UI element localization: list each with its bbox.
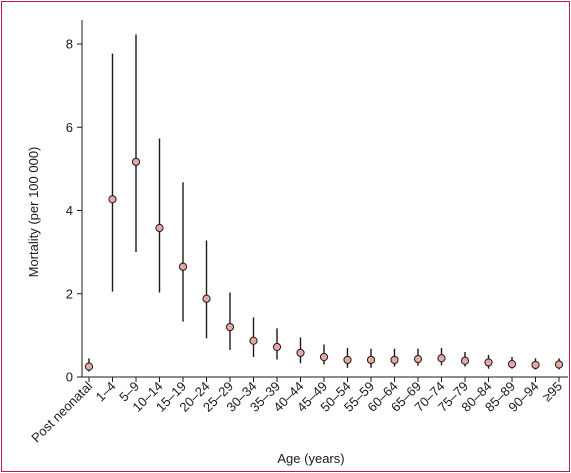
- data-point: [131, 157, 141, 166]
- data-point: [178, 262, 188, 271]
- error-bars: [88, 34, 560, 372]
- data-point: [531, 360, 540, 370]
- data-point: [366, 355, 376, 365]
- data-point: [484, 358, 493, 367]
- data-point: [296, 348, 305, 357]
- y-tick-label: 2: [66, 286, 73, 301]
- data-point: [437, 354, 446, 363]
- x-axis-ticks: Post neonatal1–45–910–1415–1920–2425–293…: [28, 377, 565, 445]
- y-axis-title: Mortality (per 100 000): [26, 147, 41, 278]
- x-tick-label: Post neonatal: [28, 378, 95, 445]
- y-axis-ticks: 0 2 4 6 8: [66, 37, 82, 385]
- data-point: [249, 336, 258, 345]
- y-tick-label: 4: [66, 203, 73, 218]
- data-point: [155, 223, 164, 233]
- y-tick-label: 6: [66, 120, 73, 135]
- data-point: [202, 294, 211, 303]
- axes: [81, 20, 568, 378]
- data-point: [390, 355, 399, 365]
- data-point: [108, 195, 117, 204]
- data-point: [84, 362, 94, 371]
- data-point: [460, 356, 470, 365]
- data-point: [554, 360, 564, 369]
- data-point: [507, 359, 517, 369]
- y-tick-label: 8: [66, 37, 73, 52]
- x-tick-label: 1–4: [93, 379, 119, 405]
- data-point: [343, 355, 352, 365]
- x-axis-title: Age (years): [277, 451, 344, 466]
- y-tick-label: 0: [66, 370, 73, 385]
- data-point: [413, 355, 423, 364]
- data-point: [272, 342, 282, 352]
- data-points: [84, 157, 564, 371]
- data-point: [225, 322, 235, 332]
- x-tick-label: ≥95: [539, 379, 565, 405]
- data-point: [319, 352, 329, 362]
